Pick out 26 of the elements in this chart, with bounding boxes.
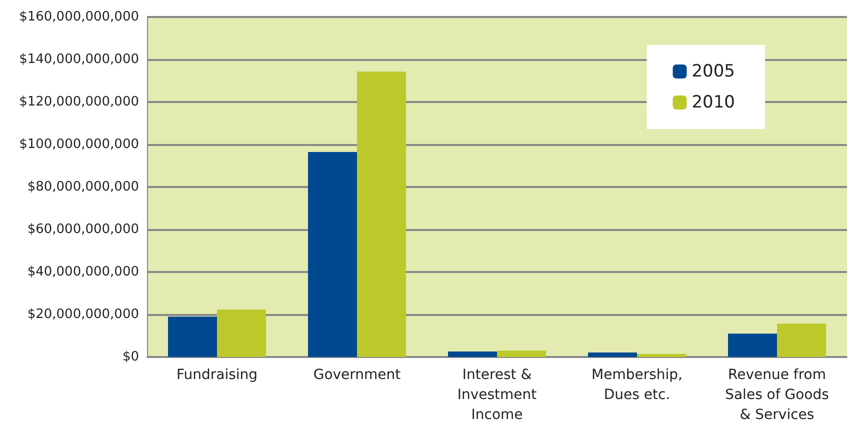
- y-tick-label: $20,000,000,000: [27, 307, 139, 322]
- y-tick-label: $40,000,000,000: [27, 264, 139, 280]
- bar: [588, 352, 637, 357]
- x-tick-label: Revenue from Sales of Goods & Services: [725, 367, 829, 423]
- y-tick-label: $60,000,000,000: [27, 222, 139, 237]
- x-tick-label: Membership, Dues etc.: [592, 367, 682, 403]
- bar: [497, 350, 546, 357]
- bar: [357, 72, 406, 357]
- y-tick-label: $120,000,000,000: [19, 94, 139, 110]
- y-tick-label: $80,000,000,000: [27, 180, 139, 194]
- legend-label: 2005: [692, 62, 735, 82]
- x-tick-label: Government: [313, 367, 402, 383]
- bar: [637, 354, 686, 357]
- bar: [308, 152, 357, 357]
- y-tick-label: $0: [122, 350, 139, 364]
- bar: [168, 316, 217, 357]
- x-tick-label: Interest & Investment Income: [457, 367, 538, 423]
- legend-label: 2010: [692, 92, 735, 112]
- bar: [448, 351, 497, 357]
- y-tick-label: $160,000,000,000: [19, 10, 139, 24]
- bar: [777, 324, 826, 357]
- bar: [728, 334, 777, 357]
- x-tick-label: Fundraising: [176, 367, 258, 383]
- y-tick-label: $100,000,000,000: [19, 137, 139, 152]
- y-tick-label: $140,000,000,000: [19, 52, 139, 67]
- bar: [217, 310, 266, 357]
